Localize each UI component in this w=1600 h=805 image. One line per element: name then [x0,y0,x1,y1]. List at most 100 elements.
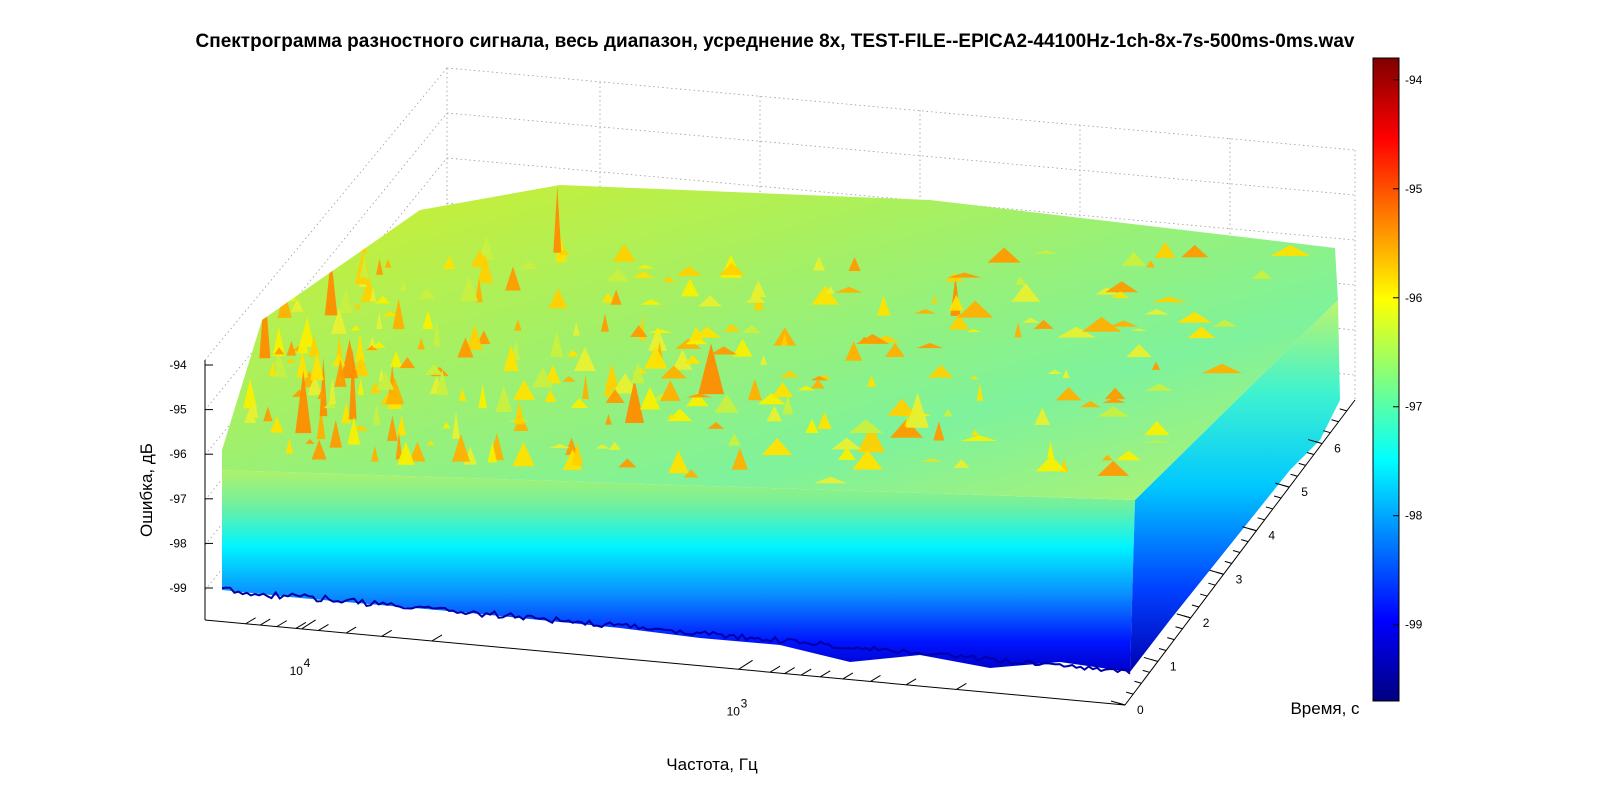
surface-peak [470,250,489,268]
x-major-tick [738,659,753,670]
surface-peak [390,350,403,368]
x-tick-label: 10 [727,704,741,718]
surface-peak [442,421,451,429]
surface-peak [319,357,328,417]
surface-peak [329,419,342,448]
x-axis-label: Частота, Гц [666,755,758,774]
surface-peak [714,393,739,413]
surface-peak [632,271,655,278]
surface-peak [856,333,890,344]
y-minor-tick [1200,593,1208,597]
surface-peak [399,279,407,291]
x-minor-tick [431,634,443,642]
surface-peak [477,330,491,345]
surface-peak [369,381,381,394]
surface-peak [760,354,768,365]
surface-peak [1034,407,1051,426]
surface-peak [666,413,677,419]
surface-peak [834,286,863,293]
surface-peak [600,313,609,332]
surface-peak [395,431,403,460]
surface-peak [1146,260,1156,268]
surface-peak [487,441,498,463]
surface-peak [727,433,741,446]
surface-peak [719,262,745,275]
surface-peak [732,338,753,357]
surface-peak [680,278,700,297]
x-minor-tick [295,621,307,629]
z-tick-label: -99 [169,581,187,595]
surface-peak [1151,361,1161,370]
y-minor-tick [1298,462,1306,466]
y-tick-label: 0 [1137,703,1144,717]
colorbar-tick-label: -96 [1405,291,1423,305]
surface-peak [452,411,460,439]
surface-peak [553,186,562,253]
surface-peak [698,343,725,395]
y-minor-tick [1290,473,1298,477]
surface-peak [780,370,800,378]
surface-peak [947,272,982,278]
surface-peak [1055,386,1082,401]
surface-peak [248,398,259,418]
y-minor-tick [1191,604,1200,608]
surface-peak [812,256,826,271]
colorbar-gradient [1372,57,1400,702]
surface-peak [953,459,970,468]
surface-peak [283,270,296,302]
surface-peak [571,442,584,466]
y-minor-tick [1306,451,1315,455]
surface-peak [662,276,675,283]
colorbar-tick-label: -97 [1405,400,1423,414]
surface-peak [1014,322,1022,338]
surface-peak [1056,326,1096,338]
surface-peak [295,370,312,434]
surface-peak [376,258,384,275]
surface-peak [970,375,979,380]
surface-peak [810,375,828,381]
surface-peak [387,415,398,441]
surface-peak [971,429,979,436]
surface-peak [399,356,416,369]
surface-peak [608,441,621,450]
surface-peak [366,345,378,351]
surface-peak [274,347,285,355]
y-minor-tick [1117,702,1126,706]
surface-peak [771,382,794,398]
surface-peak [668,450,689,474]
surface-peak [323,400,337,409]
surface-peak [660,380,681,401]
surface-peak [1035,455,1067,472]
surface-peak [647,329,673,333]
y-minor-tick [1323,430,1331,434]
surface-peak [707,422,725,429]
surface-peak [781,333,788,346]
surface-peak [351,325,360,331]
surface-peak [353,302,362,310]
x-minor-tick [956,682,967,690]
surface-peak [813,476,848,484]
surface-peak [811,285,840,305]
surface-peak [857,425,886,453]
surface-peak [457,337,474,358]
z-tick-label: -94 [169,358,187,372]
surface-peak [328,376,336,405]
surface-peak [797,385,816,391]
surface-peak [359,254,369,278]
surface-peak [957,300,994,318]
colorbar-tick-label: -95 [1405,182,1423,196]
surface-peak [866,375,877,387]
surface-front-face [222,470,1135,672]
surface-peak [1095,287,1119,295]
y-minor-tick [1208,582,1216,586]
surface-peak [570,398,589,409]
chart-title: Спектрограмма разностного сигнала, весь … [196,31,1355,52]
z-tick-label: -96 [169,447,187,461]
surface-peak [1011,283,1041,302]
z-axis: -94 -95 -96 -97 -98 -99 [169,358,213,595]
surface-peak [1212,319,1238,327]
surface-peak [332,354,346,367]
surface-peak [514,400,525,425]
surface-peak [1121,251,1147,267]
surface-peak [341,402,351,424]
